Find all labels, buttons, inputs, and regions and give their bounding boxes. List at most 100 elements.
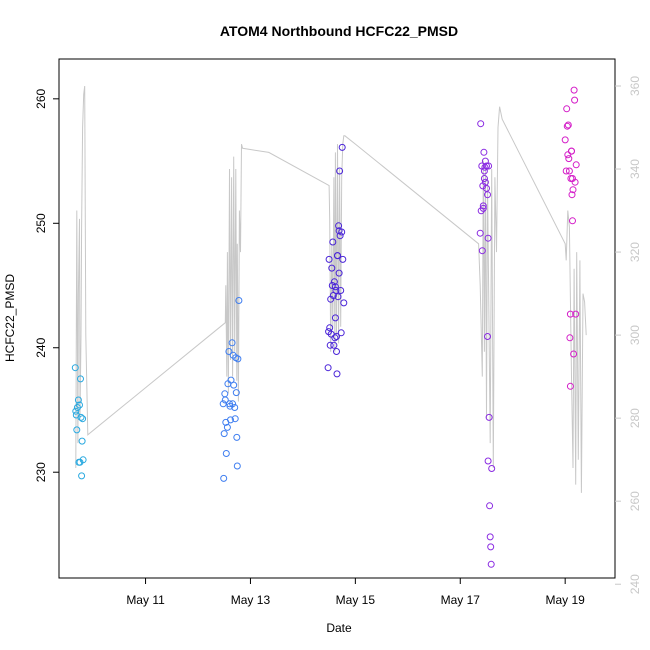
data-point (337, 329, 345, 337)
data-point (334, 293, 342, 301)
x-axis-label: Date (326, 621, 352, 635)
data-point (566, 310, 574, 318)
data-point (329, 238, 337, 246)
data-point (221, 396, 229, 404)
data-point (71, 364, 79, 372)
chart-title: ATOM4 Northbound HCFC22_PMSD (220, 23, 458, 39)
data-point (77, 375, 84, 383)
data-point (331, 283, 339, 291)
data-point (76, 401, 83, 409)
plot-area-border (58, 58, 616, 579)
data-point (569, 217, 576, 225)
data-point (568, 191, 576, 199)
data-point (340, 299, 348, 307)
y-tick-label: 250 (34, 213, 48, 233)
y-tick-label: 230 (34, 462, 48, 482)
x-tick-label: May 15 (336, 593, 376, 607)
data-point (336, 167, 344, 175)
data-point (328, 282, 336, 289)
data-point (565, 155, 573, 163)
data-point (78, 472, 86, 480)
data-point (481, 157, 489, 165)
data-point (220, 430, 228, 438)
data-point (78, 437, 86, 445)
data-point (481, 178, 489, 186)
x-tick-label: May 11 (126, 593, 165, 607)
data-point (485, 162, 493, 170)
y2-tick-label: 260 (628, 491, 642, 511)
data-point (563, 122, 571, 130)
data-point (570, 86, 578, 94)
data-point (570, 350, 578, 358)
y-tick-label: 260 (34, 88, 48, 108)
y2-tick-label: 320 (628, 242, 642, 262)
data-point (564, 151, 572, 159)
data-point (335, 222, 343, 230)
data-point (480, 167, 488, 175)
y-axis-label: HCFC22_PMSD (3, 274, 17, 362)
data-point (335, 227, 343, 235)
data-point (333, 348, 340, 355)
data-point (572, 161, 580, 169)
data-point (486, 533, 494, 541)
data-point (478, 247, 486, 255)
data-point (477, 120, 485, 128)
secondary-line-layer (75, 85, 587, 493)
data-point (568, 147, 575, 155)
data-point (339, 255, 347, 263)
data-point (234, 355, 242, 363)
data-point (331, 314, 339, 322)
data-point (338, 143, 346, 151)
data-point (566, 334, 574, 342)
data-point (336, 232, 344, 240)
data-point (73, 426, 81, 434)
data-point (228, 339, 236, 347)
data-point (571, 96, 579, 104)
data-point (72, 407, 80, 415)
y2-tick-label: 300 (628, 325, 642, 345)
data-point (326, 324, 334, 332)
data-point (79, 456, 87, 464)
data-point (484, 191, 491, 199)
x-tick-label: May 17 (441, 593, 481, 607)
data-point (563, 105, 571, 113)
data-point (324, 364, 332, 372)
data-point (485, 413, 493, 421)
data-point (569, 186, 577, 194)
data-point (332, 287, 340, 294)
data-point (484, 333, 491, 340)
data-point (334, 252, 341, 260)
data-point (484, 234, 492, 242)
data-point (222, 450, 230, 457)
x-tick-label: May 13 (231, 593, 271, 607)
data-point (223, 423, 231, 431)
data-point (230, 381, 238, 389)
data-point (330, 278, 338, 286)
secondary-series-line (75, 85, 587, 493)
data-point (476, 229, 484, 237)
data-point (233, 433, 241, 441)
data-point (74, 396, 82, 404)
y2-tick-label: 360 (628, 76, 642, 96)
y2-tick-label: 280 (628, 408, 642, 428)
data-point (569, 175, 576, 182)
data-point (233, 462, 241, 470)
data-point (331, 334, 339, 342)
data-point (480, 175, 488, 182)
data-point (562, 167, 570, 175)
data-point (487, 560, 495, 568)
data-point (225, 348, 233, 355)
data-point (330, 341, 338, 349)
data-point (488, 465, 496, 472)
data-point (235, 297, 243, 304)
y-tick-label: 240 (34, 337, 48, 357)
data-point (564, 121, 572, 129)
data-point (229, 400, 237, 408)
data-point (337, 287, 345, 294)
data-point (79, 415, 87, 423)
data-point (220, 474, 228, 482)
data-point (566, 382, 574, 390)
data-point (231, 404, 239, 411)
axes-layer: May 11 May 13 May 15 May 17 May 19 230 240 250 2… (34, 76, 642, 607)
